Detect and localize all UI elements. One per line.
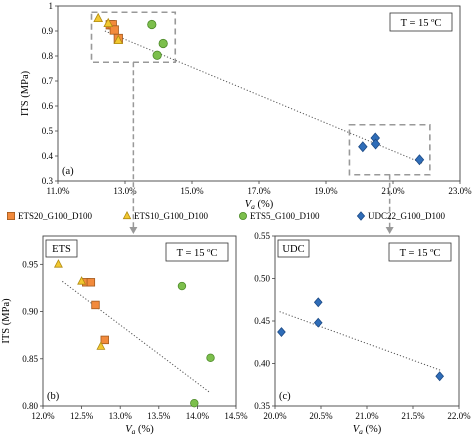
chart1-temp-badge-box bbox=[165, 242, 229, 262]
chart0-ytick-label: 0.8 bbox=[42, 51, 54, 61]
chart1-xtick-label: 14.0% bbox=[186, 411, 210, 421]
legend-marker bbox=[7, 211, 15, 220]
chart1-point bbox=[206, 353, 215, 363]
chart0-point bbox=[152, 50, 162, 60]
chart1-point bbox=[53, 259, 63, 268]
chart0-point bbox=[414, 154, 425, 166]
chart1-ytick-label: 0.85 bbox=[22, 354, 38, 364]
chart2-temp-badge-box bbox=[388, 242, 452, 262]
chart1-point bbox=[177, 281, 187, 291]
chart1-frame bbox=[42, 235, 237, 407]
chart1-ylabel: ITS (MPa) bbox=[1, 298, 12, 344]
chart0-xlabel: Va (%) bbox=[245, 199, 274, 211]
legend-label: ETS10_G100_D100 bbox=[134, 211, 208, 221]
chart1-trendline bbox=[61, 280, 210, 393]
chart0-ytick-label: 1 bbox=[49, 1, 54, 11]
chart2-temp-badge: T = 15 ºC bbox=[400, 248, 441, 259]
chart2-xtick-label: 21.0% bbox=[355, 411, 379, 421]
chart1-temp-badge: T = 15 ºC bbox=[177, 248, 218, 259]
chart2-point bbox=[435, 371, 445, 382]
chart0-ytick-label: 0.3 bbox=[42, 176, 54, 186]
chart0-temp-badge-box bbox=[389, 12, 453, 32]
chart1-point bbox=[190, 398, 199, 408]
chart2-xtick-label: 20.0% bbox=[263, 411, 287, 421]
chart2-panel-label-box bbox=[277, 239, 310, 258]
chart2-point bbox=[277, 327, 286, 338]
chart0-xtick-label: 21.0% bbox=[381, 186, 405, 196]
chart0-tag: (a) bbox=[62, 166, 74, 177]
chart2-panel-label: UDC bbox=[282, 244, 304, 255]
chart0-xtick-label: 15.0% bbox=[180, 186, 204, 196]
chart0-ylabel: ITS (MPa) bbox=[20, 70, 31, 116]
chart0-point bbox=[147, 19, 157, 30]
chart1-xtick-label: 12.5% bbox=[70, 411, 94, 421]
chart2-trendline bbox=[279, 311, 441, 371]
chart2-point bbox=[313, 297, 323, 308]
chart2-point bbox=[313, 317, 323, 328]
chart1-xtick-label: 13.0% bbox=[109, 411, 133, 421]
chart2-ytick-label: 0.35 bbox=[254, 401, 270, 411]
chart2-tag: (c) bbox=[279, 391, 291, 402]
connector-arrow-head bbox=[385, 227, 394, 234]
chart0-ytick-label: 0.4 bbox=[42, 151, 54, 161]
chart1-ytick-label: 0.90 bbox=[22, 307, 38, 317]
chart1-xlabel: Va (%) bbox=[125, 424, 154, 435]
chart0-ytick-label: 0.9 bbox=[42, 26, 54, 36]
chart0-xtick-label: 13.0% bbox=[113, 186, 137, 196]
legend-label: UDC22_G100_D100 bbox=[368, 211, 446, 221]
chart1-panel-label: ETS bbox=[52, 244, 71, 255]
chart2-xtick-label: 22.0% bbox=[447, 411, 471, 421]
chart0-point bbox=[158, 38, 168, 49]
chart0-point bbox=[109, 25, 119, 35]
chart0-point bbox=[93, 12, 104, 23]
chart0-xtick-label: 17.0% bbox=[247, 186, 271, 196]
chart0-point bbox=[370, 138, 381, 150]
chart2-ytick-label: 0.40 bbox=[254, 359, 270, 369]
chart0-point bbox=[358, 141, 368, 153]
chart0-temp-badge: T = 15 ºC bbox=[401, 18, 442, 29]
legend-marker bbox=[356, 211, 366, 221]
legend-label: ETS20_G100_D100 bbox=[18, 211, 92, 221]
chart0-ytick-label: 0.7 bbox=[42, 76, 54, 86]
chart2-xtick-label: 21.5% bbox=[401, 411, 425, 421]
chart1-point bbox=[91, 300, 100, 310]
legend-marker bbox=[122, 211, 132, 220]
chart1-ytick-label: 0.95 bbox=[22, 259, 38, 269]
chart2-xlabel: Va (%) bbox=[353, 424, 382, 435]
chart1-point bbox=[86, 278, 96, 287]
legend-marker bbox=[238, 211, 247, 220]
chart0-xtick-label: 11.0% bbox=[47, 186, 70, 196]
chart0-ytick-label: 0.5 bbox=[42, 126, 54, 136]
chart1-xtick-label: 14.5% bbox=[224, 411, 248, 421]
chart0-point bbox=[113, 34, 124, 45]
legend-label: ETS5_G100_D100 bbox=[250, 211, 320, 221]
chart2-ytick-label: 0.50 bbox=[254, 274, 270, 284]
chart2-ytick-label: 0.45 bbox=[254, 316, 270, 326]
chart0-highlight-box bbox=[90, 11, 177, 64]
chart1-panel-label-box bbox=[45, 239, 78, 258]
chart2-ytick-label: 0.55 bbox=[254, 231, 270, 241]
chart1-xtick-label: 13.5% bbox=[147, 411, 171, 421]
chart2-frame bbox=[274, 235, 460, 407]
connector-arrow-head bbox=[129, 227, 138, 234]
chart0-point bbox=[103, 17, 114, 28]
chart1-ytick-label: 0.80 bbox=[22, 401, 38, 411]
chart0-xtick-label: 23.0% bbox=[448, 186, 472, 196]
chart0-xtick-label: 19.0% bbox=[314, 186, 338, 196]
chart1-point bbox=[96, 341, 106, 350]
chart1-point bbox=[77, 276, 87, 285]
chart1-point bbox=[100, 335, 109, 345]
chart2-xtick-label: 20.5% bbox=[309, 411, 333, 421]
chart1-xtick-label: 12.0% bbox=[31, 411, 55, 421]
chart1-tag: (b) bbox=[47, 391, 60, 402]
chart0-ytick-label: 0.6 bbox=[42, 101, 54, 111]
